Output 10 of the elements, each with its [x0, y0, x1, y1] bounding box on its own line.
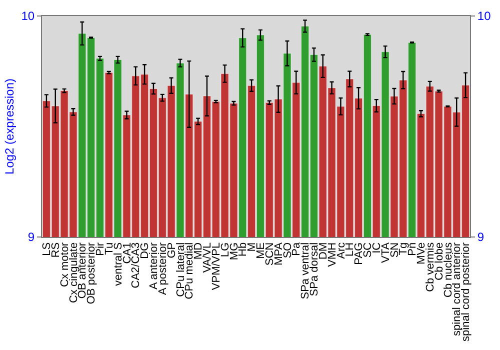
- x-tick-label: spinal cord posterior: [460, 242, 472, 342]
- y-axis-title: Log2 (expression): [2, 78, 17, 175]
- x-tick-label: OB posterior: [86, 242, 98, 304]
- y2-tick-label: 9: [477, 230, 484, 244]
- x-tick-label: Tg: [398, 242, 410, 256]
- x-tick-label: SCN: [264, 242, 276, 266]
- x-tick-label: Cb lobe: [433, 242, 446, 280]
- y2-tick-label: 10: [477, 9, 492, 24]
- x-tick-label: IC: [370, 242, 383, 254]
- x-tick-label: RS: [50, 242, 62, 258]
